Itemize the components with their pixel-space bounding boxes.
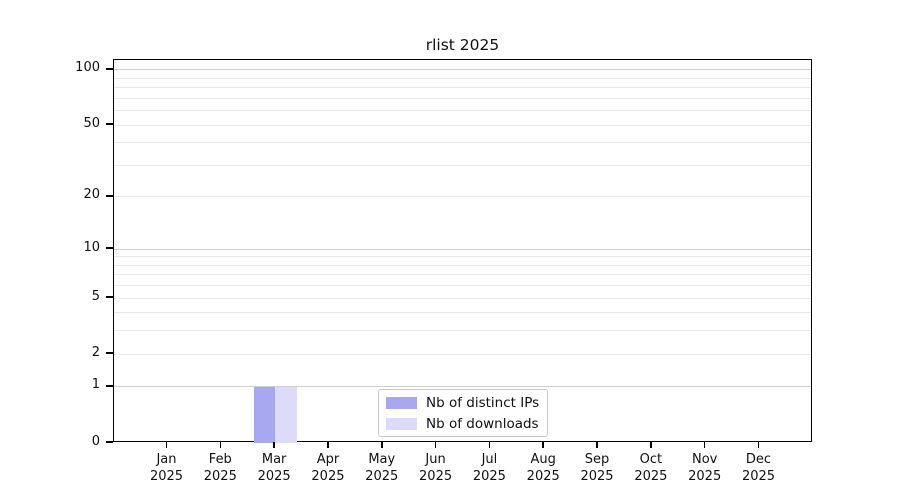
- x-tick-label: Apr 2025: [311, 452, 345, 484]
- minor-gridline: [114, 353, 811, 355]
- x-tick-label: May 2025: [365, 452, 399, 484]
- x-tick: [542, 442, 544, 448]
- minor-gridline: [114, 142, 811, 144]
- x-tick: [273, 442, 275, 448]
- x-tick-label: Dec 2025: [741, 452, 776, 484]
- x-tick: [434, 442, 437, 448]
- legend-item-distinct-ips: Nb of distinct IPs: [386, 395, 539, 411]
- x-tick-label: Feb 2025: [203, 452, 237, 484]
- bar: [253, 386, 276, 443]
- x-tick-label: Nov 2025: [688, 452, 722, 484]
- y-tick: [106, 385, 113, 387]
- plot-area: [113, 59, 812, 443]
- minor-gridline: [114, 110, 811, 112]
- y-tick: [106, 247, 113, 249]
- minor-gridline: [114, 196, 811, 198]
- y-tick-label: 2: [91, 344, 100, 360]
- y-tick: [106, 352, 113, 354]
- y-tick: [106, 68, 113, 70]
- bar: [275, 386, 297, 443]
- major-gridline: [114, 386, 811, 388]
- x-tick-label: Jan 2025: [149, 452, 184, 484]
- major-gridline: [114, 69, 811, 71]
- x-tick: [165, 442, 168, 448]
- legend-label: Nb of downloads: [426, 415, 539, 432]
- x-tick: [219, 442, 222, 448]
- x-tick-label: Sep 2025: [580, 452, 614, 484]
- major-gridline: [114, 248, 811, 250]
- x-tick-label: Oct 2025: [634, 452, 668, 484]
- minor-gridline: [114, 297, 811, 299]
- x-tick: [327, 442, 329, 448]
- minor-gridline: [114, 87, 811, 89]
- minor-gridline: [114, 77, 811, 79]
- legend-item-downloads: Nb of downloads: [386, 416, 539, 432]
- legend-label: Nb of distinct IPs: [426, 394, 540, 411]
- x-tick-label: Mar 2025: [257, 452, 291, 484]
- minor-gridline: [114, 256, 811, 258]
- y-tick-label: 20: [83, 187, 100, 203]
- legend: Nb of distinct IPs Nb of downloads: [378, 389, 548, 437]
- legend-swatch-downloads: [386, 417, 417, 430]
- x-tick-label: Jul 2025: [472, 452, 506, 484]
- minor-gridline: [114, 330, 811, 332]
- x-tick: [703, 442, 706, 448]
- x-tick: [757, 442, 760, 448]
- x-tick-label: Aug 2025: [526, 452, 560, 484]
- x-tick: [488, 442, 491, 448]
- y-tick-label: 100: [75, 60, 100, 76]
- y-tick: [106, 441, 113, 443]
- minor-gridline: [114, 124, 811, 126]
- x-tick: [650, 442, 652, 448]
- chart-title: rlist 2025: [425, 36, 500, 54]
- x-tick-label: Jun 2025: [419, 452, 453, 484]
- legend-swatch-distinct-ips: [386, 396, 417, 409]
- minor-gridline: [114, 285, 811, 287]
- y-tick-label: 0: [91, 433, 100, 449]
- y-tick: [106, 195, 113, 197]
- minor-gridline: [114, 312, 811, 314]
- minor-gridline: [114, 164, 811, 166]
- y-tick-label: 50: [83, 115, 100, 131]
- minor-gridline: [114, 264, 811, 266]
- y-tick-label: 10: [83, 239, 100, 255]
- y-tick-label: 5: [91, 288, 100, 304]
- x-tick: [596, 442, 598, 448]
- y-tick: [106, 296, 113, 298]
- x-tick: [381, 442, 383, 448]
- minor-gridline: [114, 274, 811, 276]
- y-tick-label: 1: [91, 377, 100, 393]
- minor-gridline: [114, 97, 811, 99]
- y-tick: [106, 123, 113, 125]
